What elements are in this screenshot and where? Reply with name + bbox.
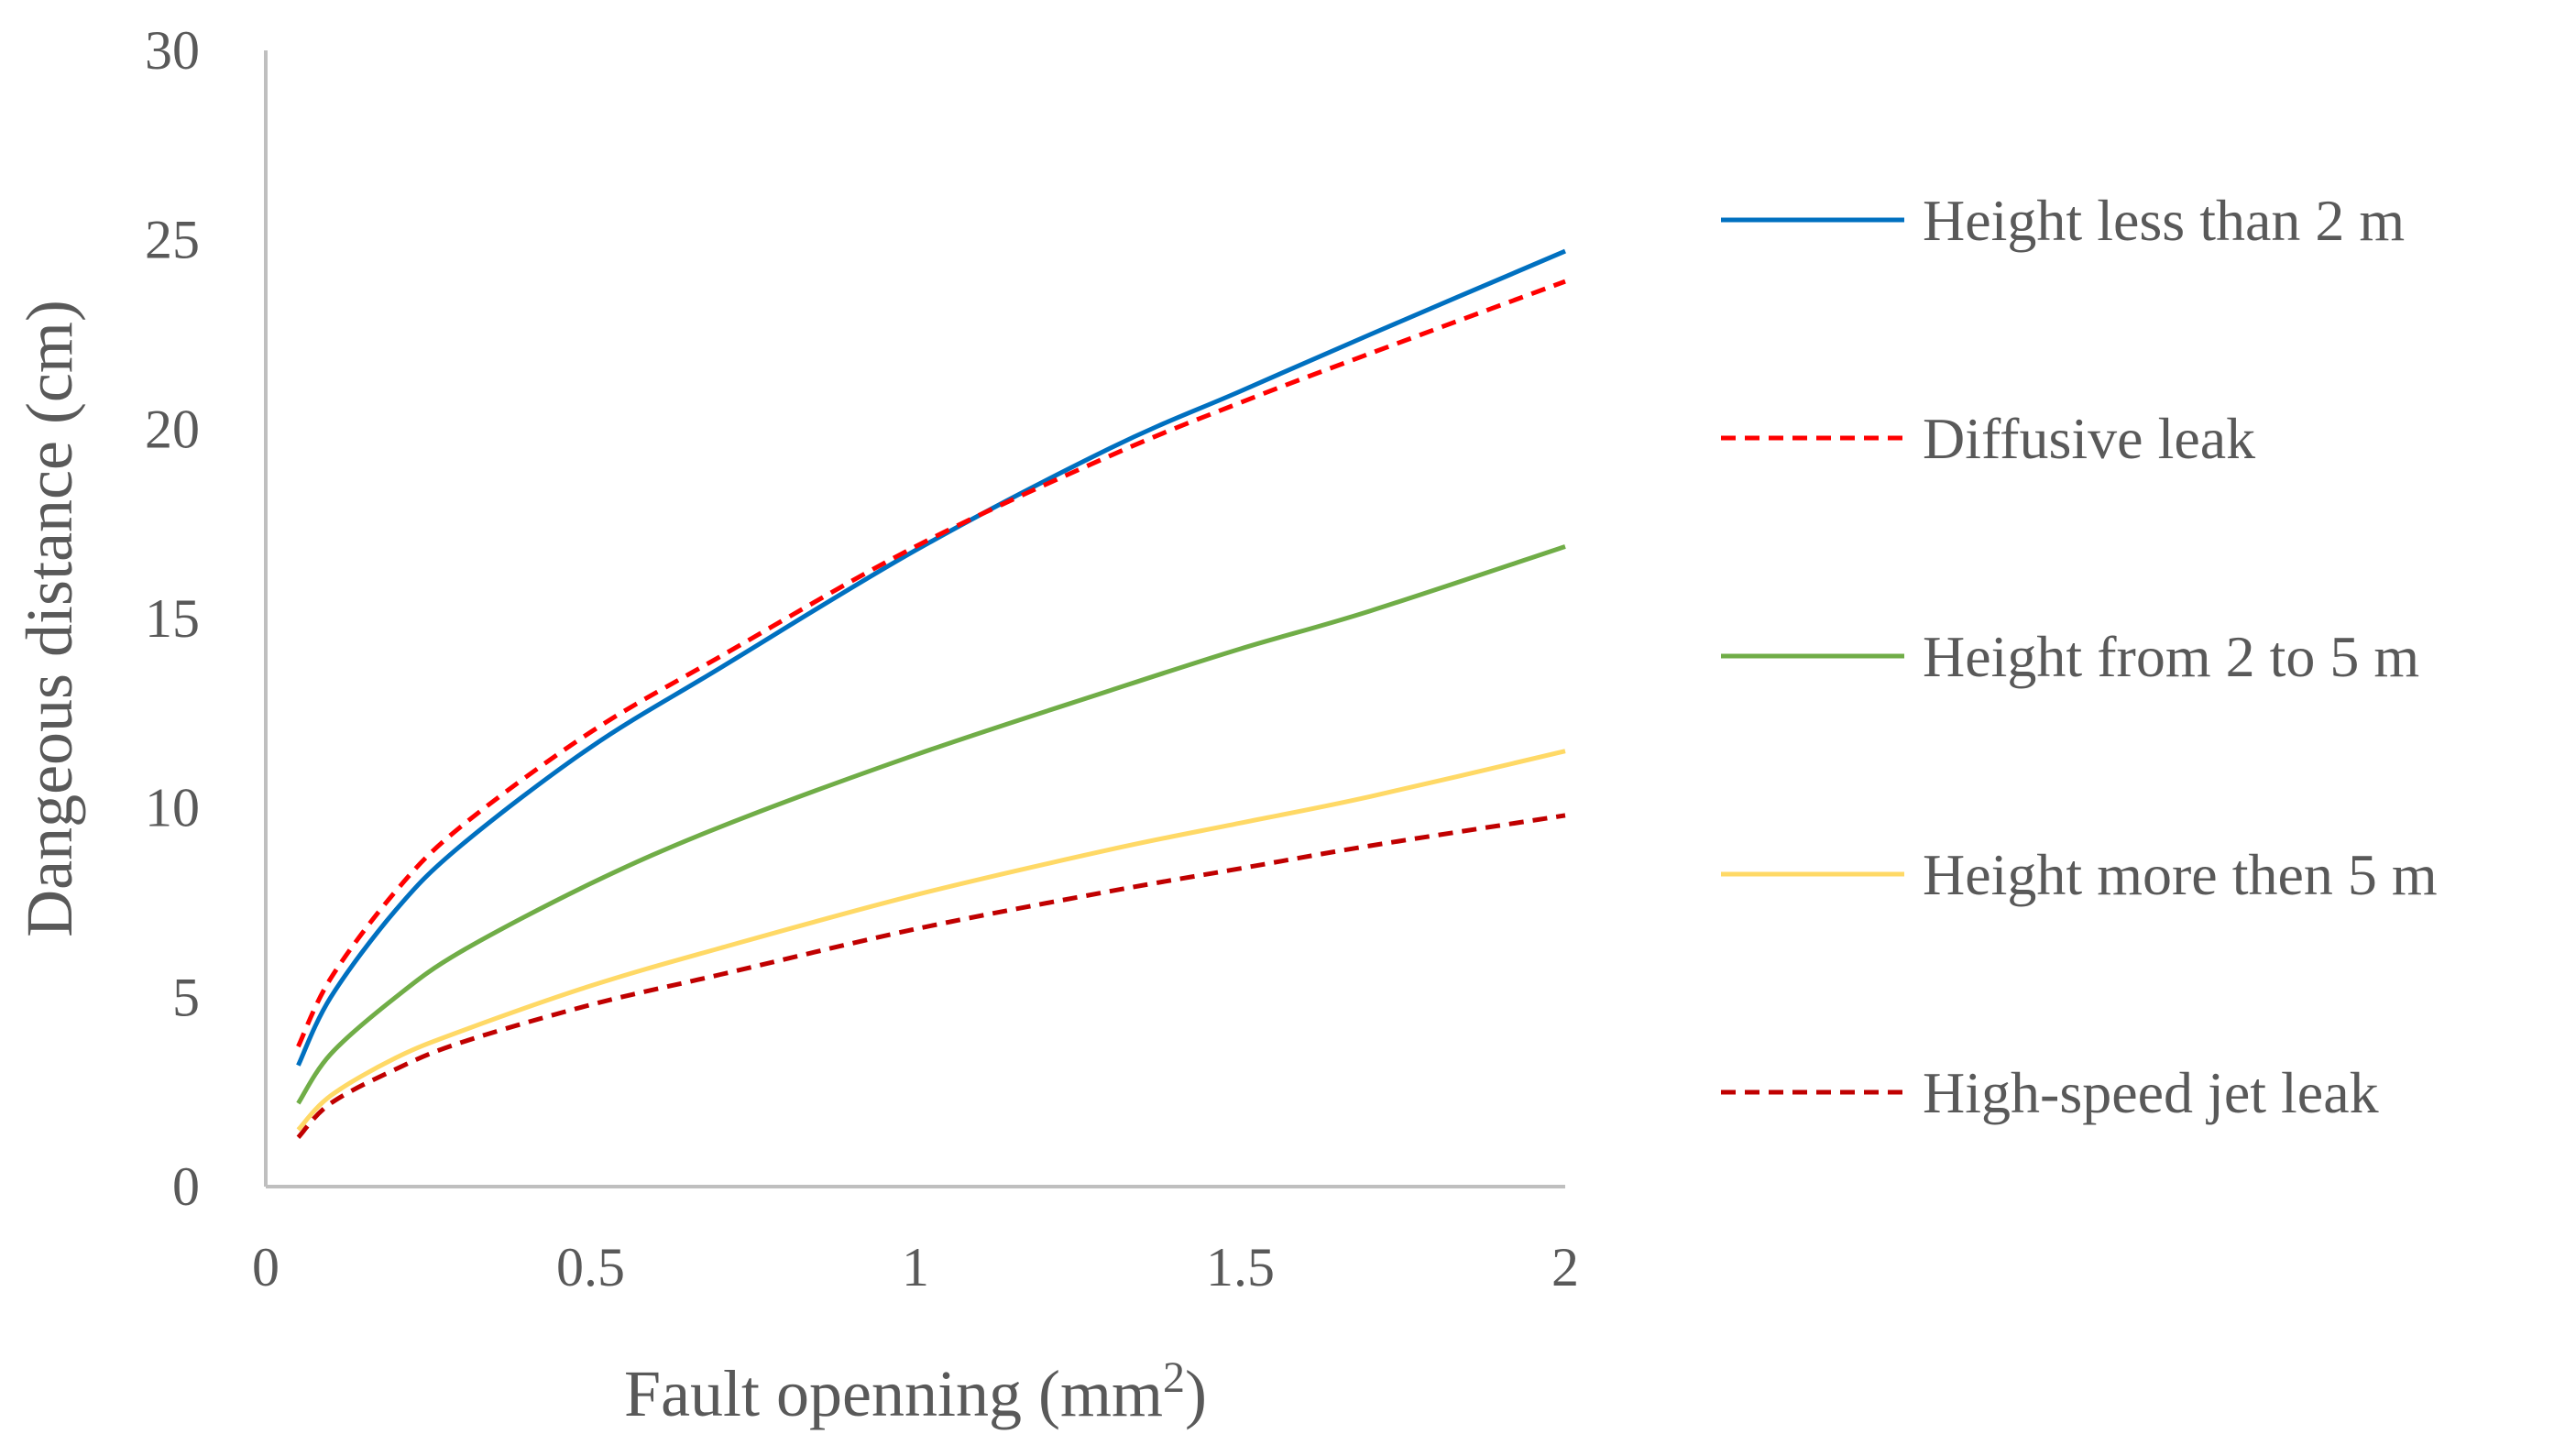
y-tick-label: 30 bbox=[145, 20, 200, 81]
legend-item-diffusive-leak: Diffusive leak bbox=[1721, 406, 2255, 471]
series-line-height-from-2-to-5-m bbox=[296, 544, 1566, 1105]
y-tick-label: 15 bbox=[145, 588, 200, 649]
legend-item-height-more-then-5-m: Height more then 5 m bbox=[1721, 842, 2438, 907]
x-tick-label: 0 bbox=[252, 1237, 280, 1297]
series-line-height-more-then-5-m bbox=[296, 749, 1566, 1132]
legend: Height less than 2 m Diffusive leak Height… bbox=[1721, 188, 2438, 1125]
y-tick-label: 5 bbox=[172, 967, 200, 1027]
x-tick-label: 2 bbox=[1551, 1237, 1579, 1297]
y-tick-label: 25 bbox=[145, 210, 200, 270]
y-tick-label: 20 bbox=[145, 399, 200, 459]
y-tick-label: 0 bbox=[172, 1156, 200, 1217]
legend-label: Diffusive leak bbox=[1923, 406, 2255, 471]
series-line-high-speed-jet-leak bbox=[296, 813, 1566, 1140]
x-axis-title-main: Fault openning (mm bbox=[624, 1357, 1163, 1430]
legend-label: Height less than 2 m bbox=[1923, 188, 2405, 253]
legend-item-high-speed-jet-leak: High-speed jet leak bbox=[1721, 1060, 2379, 1125]
y-axis-title: Dangeous distance (cm) bbox=[13, 300, 86, 937]
y-tick-label: 10 bbox=[145, 778, 200, 838]
legend-label: High-speed jet leak bbox=[1923, 1060, 2379, 1125]
plot-series bbox=[296, 248, 1566, 1140]
axes: 0 5 10 15 20 25 30 0 0.5 1 1.5 2 bbox=[145, 20, 1579, 1297]
x-axis-title-suffix: ) bbox=[1185, 1357, 1207, 1430]
x-axis-title-superscript: 2 bbox=[1163, 1353, 1185, 1402]
legend-label: Height more then 5 m bbox=[1923, 842, 2438, 907]
legend-item-height-from-2-to-5-m: Height from 2 to 5 m bbox=[1721, 624, 2419, 689]
series-line-diffusive-leak bbox=[296, 279, 1566, 1048]
x-tick-label: 0.5 bbox=[556, 1237, 625, 1297]
x-tick-label: 1 bbox=[902, 1237, 929, 1297]
legend-label: Height from 2 to 5 m bbox=[1923, 624, 2419, 689]
x-tick-label: 1.5 bbox=[1206, 1237, 1275, 1297]
legend-item-height-less-than-2-m: Height less than 2 m bbox=[1721, 188, 2405, 253]
series-line-height-less-than-2-m bbox=[296, 248, 1566, 1067]
x-axis-title: Fault openning (mm2) bbox=[624, 1353, 1207, 1430]
